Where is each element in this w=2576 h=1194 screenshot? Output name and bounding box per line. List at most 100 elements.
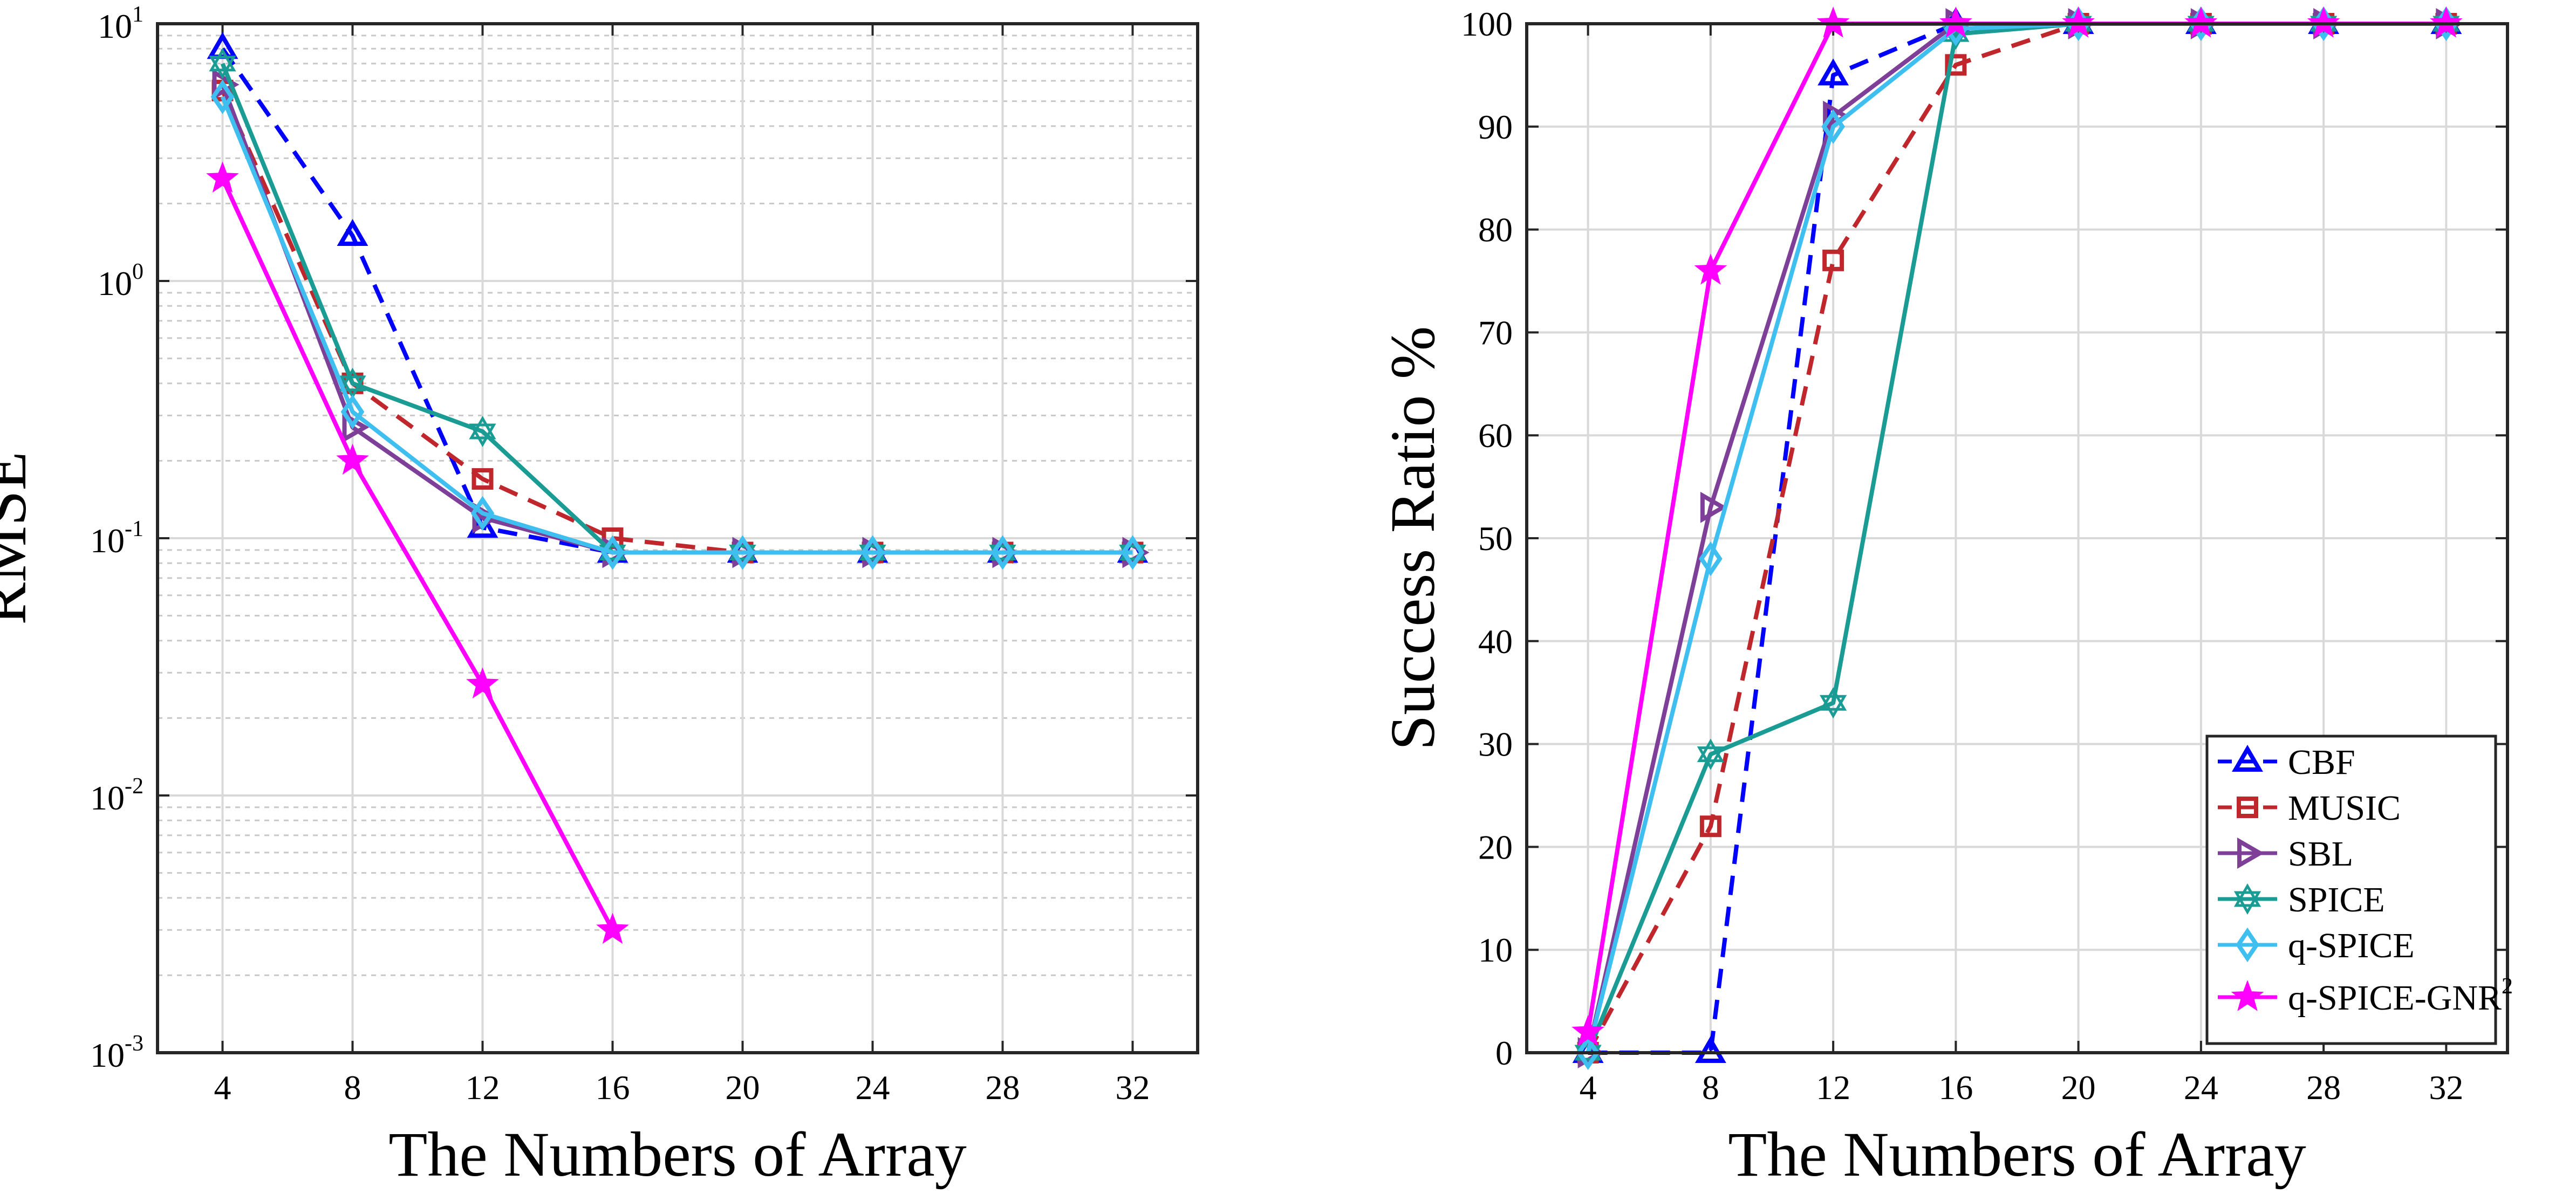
series-line [1588,22,2447,1055]
data-point [339,367,366,392]
y-tick-label: 40 [1478,622,1513,661]
x-tick-label: 32 [1116,1068,1150,1107]
data-point [206,161,239,193]
data-point [472,468,494,490]
series-line [220,95,1133,555]
data-point [1822,249,1844,271]
y-tick-label: 20 [1478,828,1513,866]
y-tick-label: 0 [1495,1034,1513,1072]
rmse-chart: 4 8 12 16 20 24 28 32 101 100 10-1 10-2 10-3 The Numb… [0,2,1199,1190]
x-tick-label: 24 [2184,1068,2218,1107]
y-axis-label: Success Ratio % [1377,326,1448,751]
series-group [206,32,1150,944]
y-tick-label: 10-3 [90,1031,144,1074]
legend-marker [2237,838,2264,869]
x-tick-label: 8 [1702,1068,1719,1107]
x-tick-label: 8 [344,1068,361,1107]
data-point [600,535,625,570]
legend-marker [2231,980,2264,1011]
data-point [209,47,236,72]
data-point [1817,58,1849,86]
legend-label: CBF [2288,743,2355,782]
y-tick-label: 90 [1478,108,1513,146]
data-point [1120,535,1145,570]
legend: CBF MUSIC SBL SPICE q-SPICE q-SPICE-GNR2 [2205,735,2513,1045]
data-point [596,912,629,944]
y-tick-label: 80 [1478,211,1513,249]
legend-label: q-SPICE [2288,926,2415,965]
x-tick-labels: 4 8 12 16 20 24 28 32 [214,1068,1150,1107]
data-point [339,375,366,399]
y-tick-label: 10 [1478,931,1513,969]
legend-label: q-SPICE-GNR2 [2288,974,2513,1018]
data-point [1699,815,1721,838]
data-point [466,667,499,699]
data-point [470,496,495,531]
y-tick-label: 60 [1478,416,1513,455]
data-point [990,535,1015,570]
x-tick-label: 4 [1580,1068,1597,1107]
data-point [210,79,235,114]
x-tick-label: 12 [1816,1068,1850,1107]
y-tick-label: 101 [98,2,144,45]
x-tick-label: 28 [2306,1068,2341,1107]
data-point [1820,687,1847,711]
data-point [212,68,240,100]
x-tick-label: 20 [2061,1068,2096,1107]
data-point [1821,109,1845,144]
x-tick-label: 12 [466,1068,500,1107]
x-tick-label: 16 [1938,1068,1973,1107]
data-point [1697,746,1724,770]
legend-marker [2233,891,2261,915]
series-q-spice-gnr [206,161,629,944]
legend-marker [2233,883,2261,907]
series-q-spice [210,79,1145,570]
legend-marker [2237,797,2258,818]
data-point [1699,541,1723,577]
data-point [1571,1014,1604,1046]
x-tick-label: 24 [856,1068,890,1107]
data-point [1820,695,1847,719]
y-tick-labels: 0 10 20 30 40 50 60 70 80 90 100 [1461,5,1513,1072]
x-tick-label: 16 [596,1068,630,1107]
x-axis-label: The Numbers of Array [1728,1119,2306,1190]
data-point [209,56,236,79]
x-axis-label: The Numbers of Array [388,1119,967,1190]
data-point [1576,1035,1600,1071]
data-point [336,443,369,475]
data-point [1945,54,1967,76]
success-ratio-chart: 4 8 12 16 20 24 28 32 0 10 20 30 40 50 60 70 80 90 100 The … [1377,5,2513,1190]
x-tick-label: 20 [726,1068,760,1107]
y-tick-label: 50 [1478,519,1513,558]
data-point [469,423,496,448]
y-tick-label: 70 [1478,313,1513,352]
data-point [860,535,885,570]
x-tick-label: 32 [2429,1068,2463,1107]
legend-label: MUSIC [2288,788,2401,828]
y-tick-label: 10-1 [90,517,144,560]
y-tick-label: 100 [98,259,144,303]
x-tick-labels: 4 8 12 16 20 24 28 32 [1580,1068,2464,1107]
legend-marker [2236,927,2259,963]
legend-label: SBL [2288,834,2353,874]
data-point [1694,1036,1726,1063]
series-line [220,177,615,931]
y-tick-label: 100 [1461,5,1513,43]
x-tick-label: 28 [986,1068,1020,1107]
y-axis-label: RMSE [0,451,39,625]
data-point [1697,738,1724,763]
y-tick-label: 30 [1478,725,1513,764]
data-point [337,219,368,246]
data-point [730,535,755,570]
legend-label: SPICE [2288,880,2385,919]
series-line [220,90,1133,555]
x-tick-label: 4 [214,1068,231,1107]
y-tick-labels: 101 100 10-1 10-2 10-3 [90,2,144,1074]
data-point [1700,491,1727,523]
data-point [340,394,365,429]
axes-frame [1525,22,2509,1054]
axes-frame [156,22,1199,1054]
data-point [469,416,496,440]
